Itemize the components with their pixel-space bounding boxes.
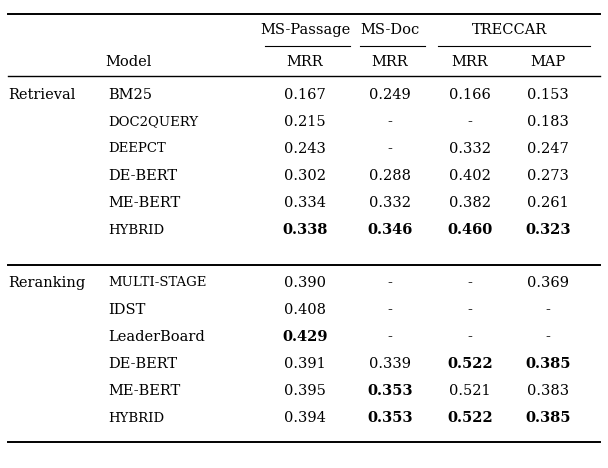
Text: 0.460: 0.460 [447,223,492,237]
Text: -: - [468,276,472,290]
Text: 0.385: 0.385 [525,411,571,425]
Text: 0.273: 0.273 [527,169,569,183]
Text: LeaderBoard: LeaderBoard [108,330,205,344]
Text: MS-Passage: MS-Passage [260,23,350,37]
Text: 0.215: 0.215 [284,115,326,129]
Text: ME-BERT: ME-BERT [108,384,180,398]
Text: DOC2QUERY: DOC2QUERY [108,116,198,129]
Text: 0.338: 0.338 [282,223,328,237]
Text: -: - [468,115,472,129]
Text: ME-BERT: ME-BERT [108,196,180,210]
Text: 0.183: 0.183 [527,115,569,129]
Text: DE-BERT: DE-BERT [108,357,177,371]
Text: 0.353: 0.353 [367,411,413,425]
Text: 0.339: 0.339 [369,357,411,371]
Text: 0.390: 0.390 [284,276,326,290]
Text: -: - [387,303,392,317]
Text: 0.261: 0.261 [527,196,569,210]
Text: 0.522: 0.522 [447,357,493,371]
Text: 0.522: 0.522 [447,411,493,425]
Text: 0.429: 0.429 [282,330,328,344]
Text: -: - [468,330,472,344]
Text: 0.395: 0.395 [284,384,326,398]
Text: 0.153: 0.153 [527,88,569,102]
Text: -: - [387,115,392,129]
Text: MRR: MRR [371,55,409,69]
Text: 0.334: 0.334 [284,196,326,210]
Text: MS-Doc: MS-Doc [361,23,420,37]
Text: MAP: MAP [530,55,565,69]
Text: 0.353: 0.353 [367,384,413,398]
Text: -: - [387,276,392,290]
Text: HYBRID: HYBRID [108,411,164,424]
Text: DEEPCT: DEEPCT [108,142,166,155]
Text: -: - [545,330,550,344]
Text: 0.332: 0.332 [449,142,491,156]
Text: -: - [387,330,392,344]
Text: Retrieval: Retrieval [8,88,75,102]
Text: BM25: BM25 [108,88,152,102]
Text: 0.332: 0.332 [369,196,411,210]
Text: 0.369: 0.369 [527,276,569,290]
Text: 0.288: 0.288 [369,169,411,183]
Text: 0.402: 0.402 [449,169,491,183]
Text: Model: Model [105,55,151,69]
Text: 0.346: 0.346 [367,223,413,237]
Text: HYBRID: HYBRID [108,224,164,236]
Text: 0.243: 0.243 [284,142,326,156]
Text: -: - [468,303,472,317]
Text: 0.521: 0.521 [449,384,491,398]
Text: MULTI-STAGE: MULTI-STAGE [108,277,206,290]
Text: IDST: IDST [108,303,145,317]
Text: 0.323: 0.323 [525,223,571,237]
Text: 0.247: 0.247 [527,142,569,156]
Text: -: - [387,142,392,156]
Text: 0.394: 0.394 [284,411,326,425]
Text: MRR: MRR [287,55,323,69]
Text: TRECCAR: TRECCAR [471,23,547,37]
Text: 0.166: 0.166 [449,88,491,102]
Text: 0.302: 0.302 [284,169,326,183]
Text: DE-BERT: DE-BERT [108,169,177,183]
Text: 0.408: 0.408 [284,303,326,317]
Text: Reranking: Reranking [8,276,85,290]
Text: 0.383: 0.383 [527,384,569,398]
Text: 0.382: 0.382 [449,196,491,210]
Text: MRR: MRR [452,55,488,69]
Text: 0.391: 0.391 [284,357,326,371]
Text: 0.167: 0.167 [284,88,326,102]
Text: 0.385: 0.385 [525,357,571,371]
Text: -: - [545,303,550,317]
Text: 0.249: 0.249 [369,88,411,102]
